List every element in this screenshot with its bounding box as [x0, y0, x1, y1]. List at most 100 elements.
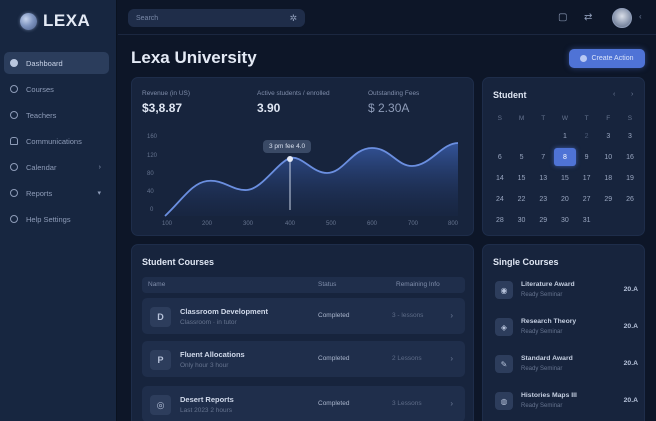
- globe-icon: [20, 12, 37, 30]
- item-value: 20.A: [623, 397, 638, 404]
- list-item[interactable]: ◍ Histories Maps III Ready Seminar 20.A: [493, 390, 638, 414]
- logo-text: LEXA: [43, 11, 91, 30]
- sidebar-item-label: Teachers: [26, 110, 57, 120]
- calendar-day[interactable]: 20: [561, 195, 569, 203]
- calendar-day[interactable]: 10: [604, 153, 613, 161]
- revenue-chart-card: Revenue (in US) $3,8.87 Active students …: [131, 77, 474, 236]
- item-subtitle: Ready Seminar: [521, 329, 563, 335]
- column-header[interactable]: Status: [318, 281, 337, 288]
- calendar-day[interactable]: 28: [495, 216, 504, 224]
- create-action-button[interactable]: Create Action: [569, 49, 645, 68]
- calendar-day[interactable]: 7: [541, 153, 546, 161]
- table-row[interactable]: P Fluent Allocations Only hour 3 hour Co…: [142, 341, 465, 377]
- item-value: 20.A: [623, 323, 638, 330]
- calendar-day[interactable]: 15: [517, 174, 526, 182]
- sidebar-item-reports[interactable]: Reports ▾: [4, 182, 109, 204]
- course-subtitle: Last 2023 2 hours: [180, 407, 233, 414]
- search-icon[interactable]: ✲: [289, 13, 297, 23]
- calendar-day[interactable]: 5: [519, 153, 524, 161]
- calendar-day[interactable]: 9: [584, 153, 589, 161]
- sidebar-item-calendar[interactable]: Calendar ›: [4, 156, 109, 178]
- calendar-day[interactable]: 29: [604, 195, 613, 203]
- course-lessons: 3 - lessons: [392, 312, 424, 319]
- calendar-day[interactable]: 8: [554, 148, 576, 166]
- chevron-right-icon[interactable]: ›: [450, 399, 453, 408]
- weekday-label: M: [518, 114, 525, 122]
- calendar-day[interactable]: 18: [604, 174, 613, 182]
- calendar-day[interactable]: 13: [539, 174, 548, 182]
- stat-active-students: Active students / enrolled 3.90: [257, 90, 330, 115]
- next-month-icon[interactable]: ›: [631, 91, 634, 98]
- page-title: Lexa University: [131, 48, 257, 67]
- calendar-day[interactable]: 3: [628, 132, 632, 140]
- sidebar-item-label: Help Settings: [26, 214, 71, 224]
- calendar-day[interactable]: 16: [626, 153, 634, 161]
- column-header[interactable]: Name: [148, 281, 166, 288]
- calendar-day[interactable]: 22: [517, 195, 526, 203]
- circle-icon: [10, 163, 18, 171]
- avatar[interactable]: [612, 8, 632, 28]
- calendar-day[interactable]: 2: [584, 132, 589, 140]
- calendar-day[interactable]: 29: [539, 216, 548, 224]
- column-header[interactable]: Remaining Info: [396, 281, 440, 288]
- area-chart[interactable]: 160 120 80 40 0 100 200 300 400 500 600 …: [132, 128, 475, 233]
- prev-month-icon[interactable]: ‹: [613, 91, 616, 98]
- calendar-empty: [511, 127, 533, 145]
- calendar-day[interactable]: 6: [497, 153, 502, 161]
- stat-revenue: Revenue (in US) $3,8.87: [142, 90, 190, 115]
- y-tick: 120: [147, 153, 158, 159]
- calendar-day[interactable]: 1: [562, 132, 567, 140]
- course-lessons: 2 Lessons: [392, 355, 422, 362]
- chevron-right-icon[interactable]: ›: [450, 311, 453, 320]
- message-icon[interactable]: ▢: [558, 12, 568, 23]
- calendar-day[interactable]: 15: [561, 174, 569, 182]
- calendar-day[interactable]: 3: [606, 132, 611, 140]
- y-tick: 80: [147, 171, 154, 177]
- user-icon: [10, 137, 18, 145]
- dashboard-icon: [10, 59, 18, 67]
- list-item[interactable]: ✎ Standard Award Ready Seminar 20.A: [493, 353, 638, 377]
- sidebar-item-dashboard[interactable]: Dashboard: [4, 52, 109, 74]
- course-subtitle: Classroom · in tutor: [180, 319, 237, 326]
- calendar-day[interactable]: 27: [582, 195, 591, 203]
- calendar-day[interactable]: 26: [626, 195, 634, 203]
- sidebar-item-help[interactable]: Help Settings: [4, 208, 109, 230]
- sidebar-nav: Dashboard Courses Teachers Communication…: [4, 52, 109, 234]
- calendar-day[interactable]: 24: [495, 195, 504, 203]
- search-input[interactable]: Search ✲: [128, 9, 305, 27]
- calendar-day[interactable]: 14: [495, 174, 504, 182]
- settings-icon[interactable]: ⇄: [584, 12, 593, 23]
- calendar-day[interactable]: 23: [539, 195, 548, 203]
- calendar-empty: [489, 127, 511, 145]
- x-tick: 300: [243, 221, 254, 227]
- logo[interactable]: LEXA: [20, 11, 90, 31]
- chevron-right-icon[interactable]: ›: [450, 354, 453, 363]
- calendar-day[interactable]: 17: [582, 174, 591, 182]
- x-tick: 400: [285, 221, 296, 227]
- sidebar-item-courses[interactable]: Courses: [4, 78, 109, 100]
- calendar-day[interactable]: 19: [626, 174, 634, 182]
- table-row[interactable]: ◎ Desert Reports Last 2023 2 hours Compl…: [142, 386, 465, 421]
- item-subtitle: Ready Seminar: [521, 292, 563, 298]
- button-label: Create Action: [591, 55, 634, 62]
- data-point[interactable]: [287, 156, 293, 162]
- table-row[interactable]: D Classroom Development Classroom · in t…: [142, 298, 465, 334]
- y-tick: 160: [147, 134, 158, 140]
- list-item[interactable]: ◉ Literature Award Ready Seminar 20.A: [493, 279, 638, 303]
- list-item[interactable]: ◈ Research Theory Ready Seminar 20.A: [493, 316, 638, 340]
- course-status: Completed: [318, 312, 350, 319]
- item-subtitle: Ready Seminar: [521, 403, 563, 409]
- x-tick: 800: [448, 221, 459, 227]
- weekday-label: T: [584, 114, 589, 122]
- course-name: Fluent Allocations: [180, 350, 245, 359]
- chevron-right-icon: ›: [98, 163, 101, 171]
- sidebar-item-communications[interactable]: Communications: [4, 130, 109, 152]
- circle-icon: [10, 85, 18, 93]
- calendar-day[interactable]: 30: [561, 216, 569, 224]
- x-tick: 700: [408, 221, 419, 227]
- calendar-day[interactable]: 31: [582, 216, 591, 224]
- sidebar-item-teachers[interactable]: Teachers: [4, 104, 109, 126]
- table-header: Name Status Remaining Info: [142, 277, 465, 293]
- chevron-left-icon[interactable]: ‹: [639, 12, 642, 21]
- calendar-day[interactable]: 30: [517, 216, 526, 224]
